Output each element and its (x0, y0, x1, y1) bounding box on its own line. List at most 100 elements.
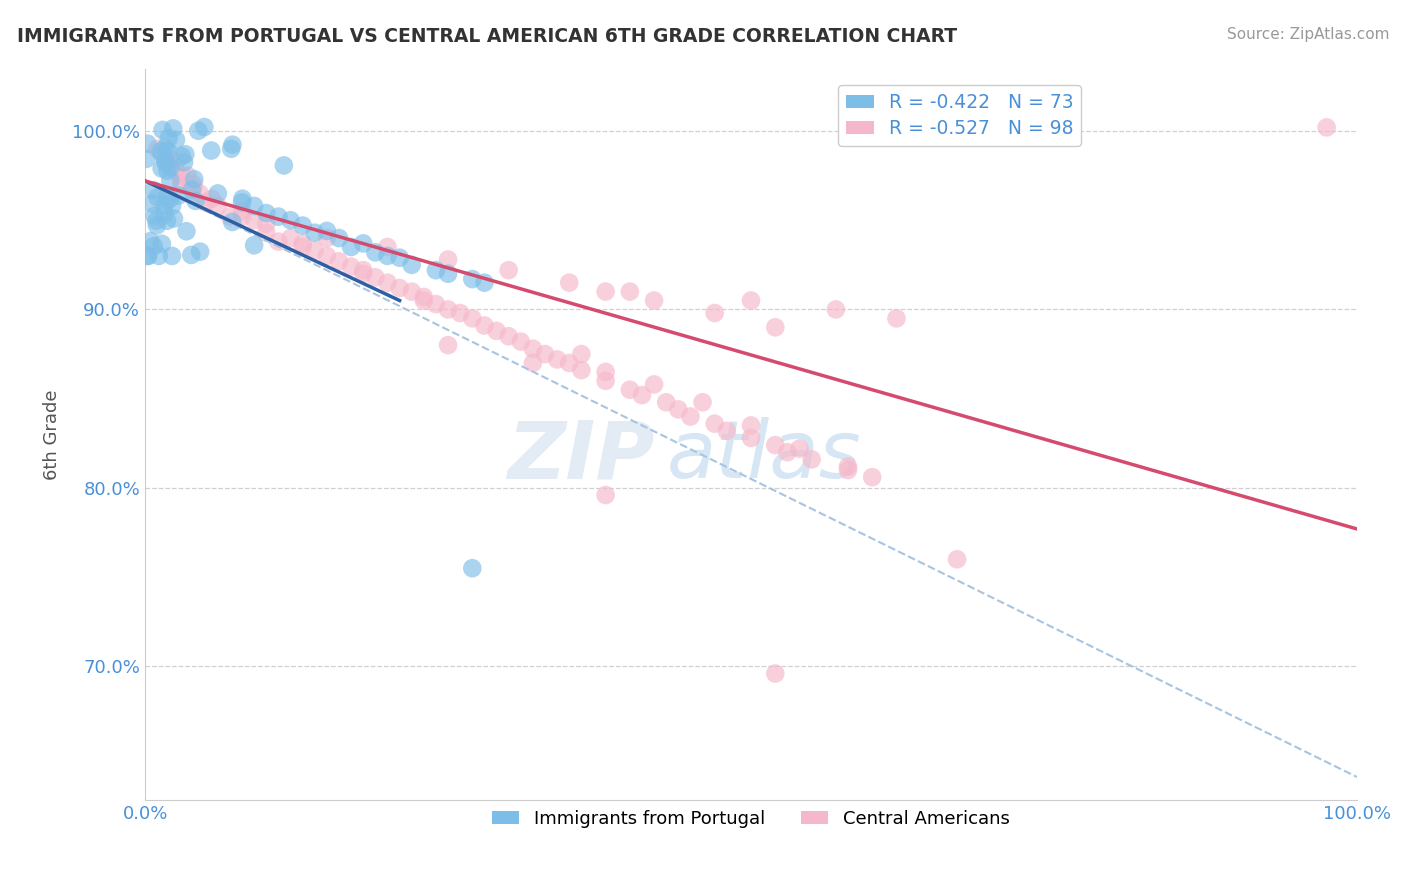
Point (231, 204, 253, 219)
Point (569, 347, 592, 361)
Point (173, 155, 195, 169)
Point (412, 290, 434, 304)
Point (315, 249, 337, 263)
Point (254, 206, 277, 220)
Point (474, 276, 496, 290)
Point (280, 231, 302, 245)
Point (692, 395, 714, 409)
Point (1316, 120, 1339, 135)
Point (149, 144, 172, 158)
Point (176, 169, 198, 183)
Point (595, 488, 617, 502)
Point (837, 459, 859, 474)
Point (170, 149, 193, 163)
Point (461, 311, 484, 326)
Point (352, 267, 374, 281)
Point (193, 120, 215, 134)
Point (328, 231, 350, 245)
Point (703, 417, 725, 431)
Point (655, 395, 678, 409)
Point (837, 463, 859, 477)
Point (139, 234, 162, 248)
Point (153, 198, 176, 212)
Point (498, 329, 520, 343)
Point (666, 402, 689, 417)
Point (187, 124, 209, 138)
Point (188, 244, 211, 259)
Point (162, 121, 184, 136)
Point (522, 342, 544, 356)
Point (304, 226, 326, 240)
Point (159, 161, 181, 175)
Point (142, 239, 165, 253)
Point (315, 231, 337, 245)
Point (340, 240, 363, 254)
Point (160, 249, 183, 263)
Point (167, 188, 190, 202)
Point (474, 318, 496, 333)
Point (412, 293, 434, 308)
Point (740, 431, 762, 445)
Point (558, 276, 581, 290)
Point (184, 194, 207, 208)
Point (176, 224, 198, 238)
Point (146, 190, 169, 204)
Point (143, 209, 166, 223)
Point (485, 324, 508, 338)
Point (364, 245, 387, 260)
Point (789, 442, 811, 456)
Point (716, 424, 738, 438)
Y-axis label: 6th Grade: 6th Grade (44, 389, 60, 480)
Point (142, 183, 165, 197)
Point (401, 258, 423, 272)
Point (352, 236, 374, 251)
Point (449, 306, 471, 320)
Point (153, 207, 176, 221)
Point (461, 561, 484, 575)
Point (156, 213, 179, 227)
Point (364, 270, 387, 285)
Point (763, 666, 786, 681)
Point (377, 276, 399, 290)
Point (315, 224, 337, 238)
Point (825, 302, 848, 317)
Point (254, 217, 277, 231)
Point (776, 445, 799, 459)
Point (267, 235, 290, 249)
Point (886, 311, 908, 326)
Point (231, 195, 253, 210)
Point (740, 418, 762, 433)
Point (631, 388, 654, 402)
Point (153, 153, 176, 168)
Point (377, 249, 399, 263)
Point (200, 144, 222, 158)
Point (170, 169, 193, 183)
Point (150, 236, 173, 251)
Text: IMMIGRANTS FROM PORTUGAL VS CENTRAL AMERICAN 6TH GRADE CORRELATION CHART: IMMIGRANTS FROM PORTUGAL VS CENTRAL AMER… (17, 27, 957, 45)
Point (221, 215, 243, 229)
Point (352, 263, 374, 277)
Point (207, 186, 229, 201)
Point (156, 163, 179, 178)
Point (219, 210, 242, 224)
Point (152, 145, 174, 160)
Point (183, 178, 205, 192)
Point (328, 254, 350, 268)
Point (437, 252, 460, 267)
Point (157, 156, 180, 170)
Point (231, 210, 253, 224)
Point (763, 438, 786, 452)
Point (546, 352, 568, 367)
Point (159, 173, 181, 187)
Point (243, 213, 266, 227)
Point (595, 374, 617, 388)
Point (703, 306, 725, 320)
Point (183, 172, 205, 186)
Point (148, 249, 170, 263)
Point (163, 211, 186, 226)
Point (183, 181, 205, 195)
Point (157, 131, 180, 145)
Text: Source: ZipAtlas.com: Source: ZipAtlas.com (1226, 27, 1389, 42)
Point (291, 236, 314, 251)
Point (425, 263, 447, 277)
